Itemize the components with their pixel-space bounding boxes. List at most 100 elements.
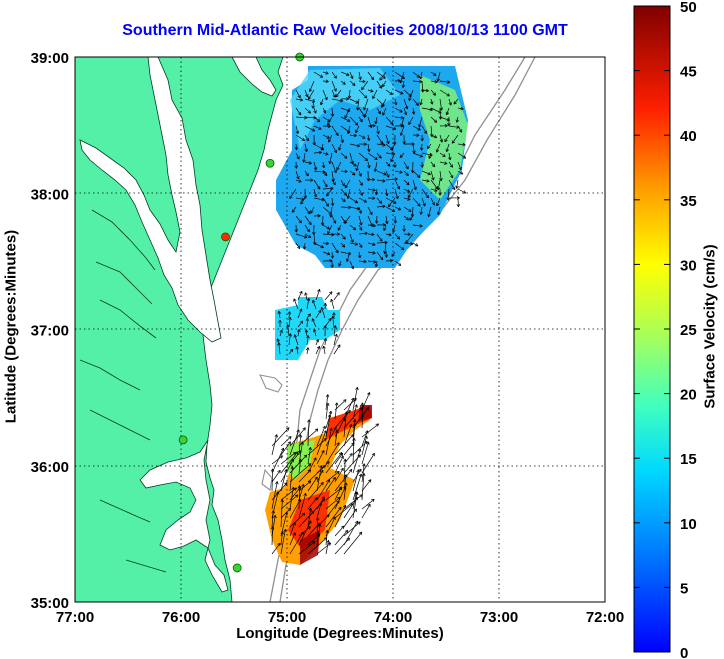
velocity-vector-head: [328, 160, 330, 164]
velocity-vector-head: [347, 196, 351, 199]
velocity-vector: [412, 125, 421, 131]
velocity-vector-head: [319, 523, 322, 527]
velocity-vector: [331, 107, 334, 117]
velocity-vector-head: [331, 264, 334, 268]
velocity-vector-head: [277, 338, 280, 341]
velocity-vector-head: [368, 441, 370, 445]
velocity-vector: [271, 543, 281, 555]
velocity-vector-head: [307, 318, 310, 322]
velocity-vector-head: [386, 175, 390, 178]
velocity-vector: [358, 116, 363, 123]
velocity-vector-head: [336, 292, 340, 295]
velocity-vector-head: [356, 404, 358, 408]
velocity-vector-head: [346, 411, 348, 415]
velocity-vector-head: [401, 125, 405, 128]
velocity-vector-head: [328, 540, 330, 544]
velocity-vector-head: [444, 139, 448, 143]
colorbar-tick-label: 0: [680, 645, 688, 659]
y-tick-labels: 35:00 36:00 37:00 38:00 39:00: [31, 50, 69, 612]
velocity-vector: [307, 476, 318, 492]
velocity-vector: [297, 320, 303, 328]
velocity-vector-head: [382, 224, 386, 227]
velocity-vector: [451, 134, 459, 144]
velocity-vector-head: [393, 220, 396, 224]
velocity-vector-head: [339, 452, 343, 455]
velocity-vector-head: [446, 82, 451, 84]
velocity-vector-head: [382, 143, 386, 146]
velocity-vector-head: [448, 102, 452, 106]
velocity-vector: [361, 503, 371, 519]
velocity-vector-head: [399, 262, 402, 266]
velocity-vector-head: [302, 246, 305, 250]
velocity-vector-head: [333, 325, 336, 329]
velocity-vector-head: [353, 135, 357, 138]
velocity-vector: [340, 242, 346, 248]
velocity-vector-head: [338, 147, 342, 151]
velocity-vector-head: [320, 482, 324, 484]
velocity-vector-head: [374, 120, 376, 124]
velocity-vector: [385, 170, 390, 178]
velocity-vector-head: [330, 203, 334, 207]
velocity-vector: [343, 442, 355, 456]
velocity-vector: [324, 318, 332, 328]
velocity-vector-head: [355, 242, 358, 245]
velocity-vector: [309, 80, 315, 92]
velocity-vector-head: [382, 179, 386, 182]
velocity-vector-head: [372, 188, 376, 191]
velocity-vector-head: [372, 197, 376, 200]
velocity-vector: [376, 170, 387, 176]
velocity-vector-head: [356, 122, 359, 126]
velocity-vector-head: [407, 217, 409, 221]
velocity-vector-head: [332, 255, 335, 259]
velocity-vector-head: [348, 207, 352, 210]
velocity-vector: [446, 107, 450, 115]
velocity-vector: [400, 71, 405, 84]
velocity-vector-head: [344, 482, 347, 486]
velocity-vector-head: [425, 90, 429, 93]
velocity-vector: [363, 98, 369, 111]
velocity-vector-head: [367, 503, 371, 507]
velocity-vector-head: [389, 259, 393, 261]
velocity-vector-head: [298, 329, 301, 333]
velocity-vector-head: [310, 447, 312, 451]
velocity-vector: [385, 251, 387, 258]
velocity-vector: [372, 89, 378, 99]
velocity-vector: [316, 425, 326, 447]
velocity-vector: [436, 143, 441, 153]
velocity-vector: [340, 80, 346, 85]
velocity-vector-head: [428, 214, 431, 218]
velocity-vector-head: [300, 434, 303, 438]
velocity-vector: [322, 161, 325, 168]
velocity-vector-head: [381, 105, 385, 108]
velocity-vector-head: [354, 163, 357, 167]
velocity-vector-head: [336, 470, 340, 473]
velocity-vector: [361, 473, 365, 501]
velocity-vector: [295, 179, 302, 183]
velocity-vector-head: [439, 178, 442, 181]
velocity-vector-head: [318, 523, 321, 527]
velocity-vector-head: [410, 243, 414, 246]
velocity-vector-head: [324, 465, 326, 469]
velocity-vector: [340, 134, 344, 143]
velocity-vector-head: [303, 484, 305, 488]
velocity-vector-head: [436, 211, 439, 215]
velocity-vector-head: [328, 140, 332, 143]
velocity-vector-head: [331, 234, 335, 237]
velocity-vector-head: [306, 230, 310, 233]
velocity-vector: [456, 179, 459, 189]
velocity-vector: [313, 107, 317, 114]
velocity-vector: [325, 540, 329, 555]
velocity-vector-head: [409, 217, 411, 221]
velocity-vector-head: [273, 510, 275, 514]
velocity-vector-head: [444, 163, 448, 165]
velocity-vector: [358, 260, 367, 263]
velocity-vector-head: [301, 484, 304, 487]
velocity-vector-head: [310, 179, 314, 182]
velocity-vector-head: [419, 225, 423, 228]
velocity-vector-head: [282, 499, 284, 503]
velocity-vector-head: [335, 429, 338, 433]
velocity-vector-head: [378, 130, 380, 135]
velocity-vector: [352, 404, 358, 420]
velocity-vector: [295, 143, 297, 150]
